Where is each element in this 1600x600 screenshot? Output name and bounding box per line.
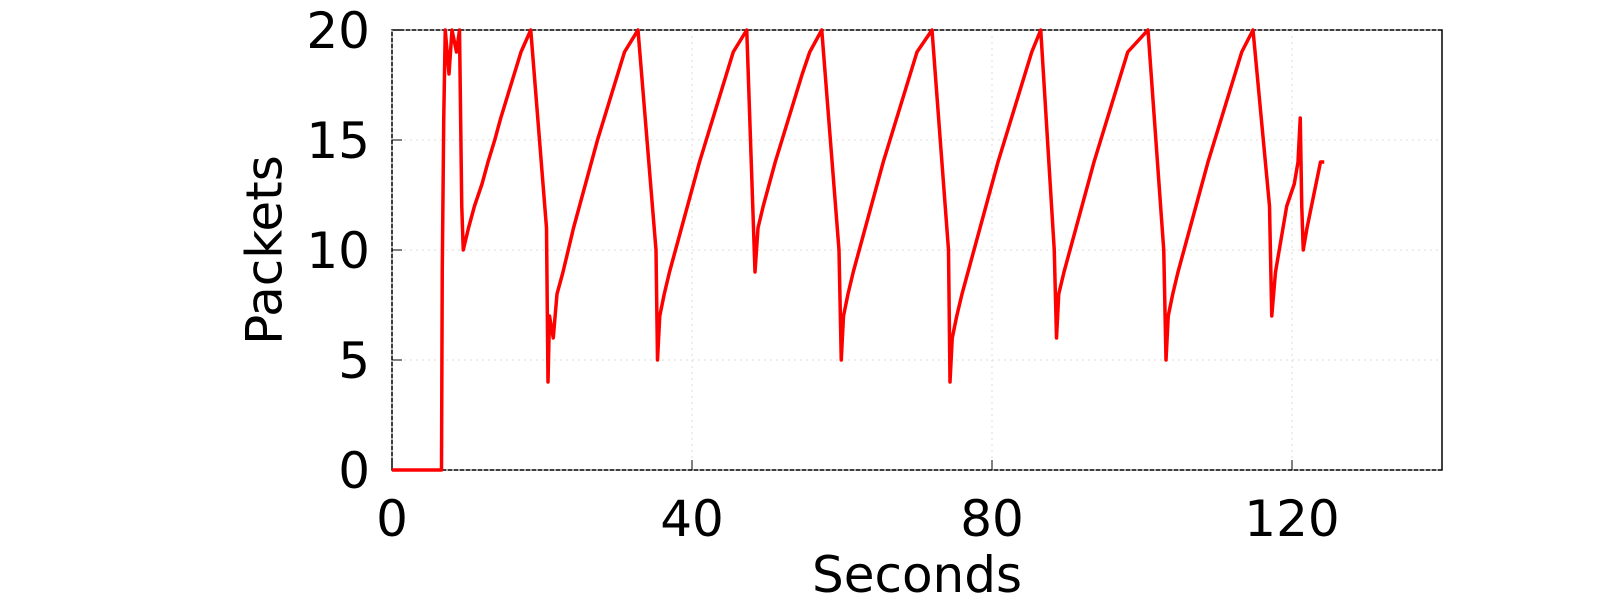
- y-tick-label: 10: [306, 222, 370, 280]
- y-tick-label: 20: [306, 2, 370, 60]
- data-line: [392, 28, 1325, 472]
- x-axis-label: Seconds: [812, 546, 1022, 600]
- y-tick-label: 15: [306, 112, 370, 170]
- y-tick-label: 0: [338, 442, 370, 500]
- y-tick-label: 5: [338, 332, 370, 390]
- x-tick-label: 120: [1244, 490, 1339, 548]
- x-tick-label: 80: [960, 490, 1024, 548]
- x-tick-label: 0: [376, 490, 408, 548]
- x-tick-label: 40: [660, 490, 724, 548]
- y-axis-label: Packets: [236, 155, 294, 345]
